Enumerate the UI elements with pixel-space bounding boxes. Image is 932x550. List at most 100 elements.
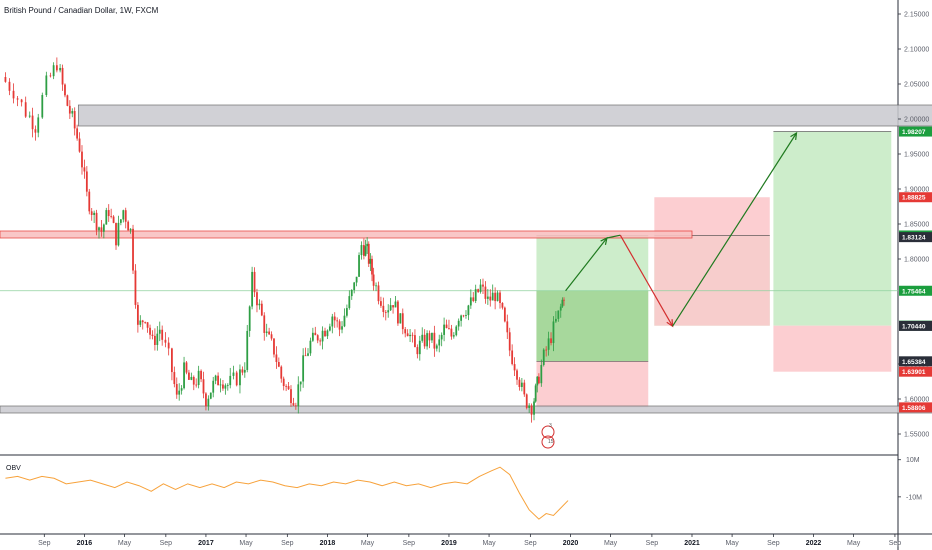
candle-up bbox=[265, 331, 268, 333]
candle-down bbox=[501, 302, 504, 308]
time-tick-label: 2022 bbox=[806, 540, 822, 547]
candle-up bbox=[534, 385, 537, 402]
obv-label: OBV bbox=[6, 465, 21, 472]
candle-down bbox=[185, 362, 188, 373]
candle-down bbox=[482, 284, 484, 287]
price-label-badge bbox=[899, 232, 932, 243]
indicator-circle-icon bbox=[541, 425, 555, 439]
candle-down bbox=[280, 366, 283, 379]
candle-down bbox=[292, 403, 295, 406]
candle-up bbox=[486, 296, 489, 299]
candle-up bbox=[455, 326, 458, 336]
candle-up bbox=[93, 212, 96, 215]
candle-down bbox=[523, 382, 526, 395]
price-label-badge bbox=[899, 402, 932, 413]
time-axis[interactable]: Sep 2016 May Sep 2017 May Sep 2018 May Sep 2019 May… bbox=[38, 534, 901, 547]
candle-up bbox=[369, 258, 372, 264]
candle-down bbox=[511, 350, 514, 365]
candle-down bbox=[202, 379, 205, 394]
candle-down bbox=[508, 332, 511, 351]
candle-down bbox=[499, 292, 501, 303]
candle-up bbox=[496, 292, 499, 302]
candle-up bbox=[328, 326, 331, 331]
candle-up bbox=[183, 362, 185, 389]
candle-down bbox=[141, 320, 144, 323]
candle-up bbox=[350, 290, 353, 297]
candle-up bbox=[355, 276, 358, 283]
candle-down bbox=[61, 67, 64, 85]
candle-up bbox=[474, 289, 477, 301]
candle-down bbox=[268, 331, 271, 335]
candle-down bbox=[31, 115, 34, 130]
time-tick-label: May bbox=[847, 540, 861, 547]
candle-up bbox=[465, 315, 467, 316]
candle-up bbox=[326, 330, 329, 337]
candle-up bbox=[479, 284, 482, 292]
price-axis[interactable]: 2.15000 2.10000 2.05000 2.00000 1.95000 1.900… bbox=[898, 12, 932, 502]
candle-up bbox=[438, 339, 441, 346]
candle-up bbox=[129, 228, 132, 231]
candle-down bbox=[530, 405, 533, 415]
candle-up bbox=[102, 224, 105, 232]
candle-down bbox=[287, 386, 290, 390]
candle-down bbox=[83, 167, 86, 172]
candle-up bbox=[224, 385, 227, 389]
candle-down bbox=[8, 81, 11, 91]
candles-layer bbox=[4, 57, 565, 423]
candle-up bbox=[139, 320, 142, 325]
price-tick-label: 2.10000 bbox=[904, 47, 929, 54]
candle-down bbox=[20, 99, 23, 103]
candle-up bbox=[528, 405, 531, 408]
candle-down bbox=[397, 301, 399, 324]
candle-down bbox=[336, 320, 339, 322]
candle-down bbox=[270, 334, 273, 339]
candle-down bbox=[132, 228, 134, 271]
candle-down bbox=[513, 364, 516, 371]
candle-up bbox=[119, 219, 122, 223]
candle-up bbox=[239, 369, 241, 386]
price-tick-label: 1.90000 bbox=[904, 187, 929, 194]
candle-down bbox=[76, 128, 79, 139]
candle-up bbox=[156, 333, 159, 345]
candle-down bbox=[24, 102, 27, 117]
candle-down bbox=[136, 304, 139, 325]
candle-down bbox=[192, 376, 195, 385]
candle-up bbox=[452, 335, 455, 337]
candle-up bbox=[258, 303, 261, 306]
time-tick-label: May bbox=[239, 540, 253, 547]
candle-down bbox=[382, 305, 385, 313]
candle-up bbox=[37, 117, 40, 133]
candle-down bbox=[256, 292, 258, 306]
candle-down bbox=[416, 347, 419, 355]
candle-down bbox=[401, 313, 404, 330]
time-tick-label: Sep bbox=[38, 540, 51, 547]
profit-zone-3 bbox=[773, 131, 892, 326]
candle-down bbox=[324, 330, 326, 337]
candle-down bbox=[384, 312, 387, 313]
price-tick-label: 1.55000 bbox=[904, 432, 929, 439]
candle-up bbox=[311, 332, 314, 341]
candle-up bbox=[559, 306, 562, 311]
candle-down bbox=[294, 405, 297, 407]
indicator-badge[interactable]: 3 15 bbox=[541, 423, 555, 449]
candle-up bbox=[536, 376, 539, 386]
candle-up bbox=[52, 65, 55, 77]
candle-up bbox=[554, 318, 557, 322]
candle-up bbox=[226, 385, 229, 386]
candle-down bbox=[423, 334, 426, 347]
candle-down bbox=[222, 384, 224, 389]
candle-down bbox=[85, 171, 88, 192]
candle-down bbox=[433, 332, 436, 349]
candle-down bbox=[217, 375, 219, 386]
candle-up bbox=[209, 392, 212, 399]
candle-down bbox=[525, 394, 528, 408]
candle-down bbox=[338, 321, 341, 330]
candle-up bbox=[520, 382, 523, 387]
price-tick-label: 2.05000 bbox=[904, 82, 929, 89]
candle-down bbox=[149, 327, 151, 335]
price-label-badge bbox=[899, 366, 932, 377]
candle-up bbox=[399, 313, 402, 324]
candle-up bbox=[243, 369, 246, 373]
candle-up bbox=[248, 306, 251, 331]
